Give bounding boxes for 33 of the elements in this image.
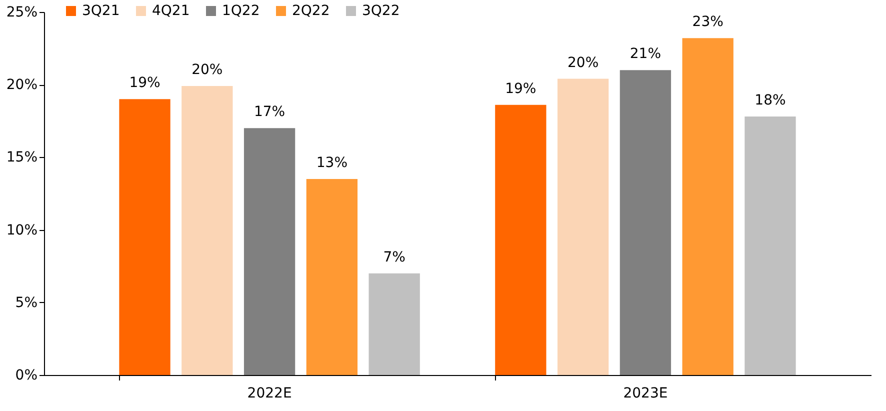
legend-label: 4Q21	[152, 3, 190, 19]
data-label: 17%	[254, 104, 286, 120]
data-label: 19%	[505, 80, 536, 97]
bar	[495, 104, 546, 375]
data-label: 13%	[316, 154, 348, 171]
bar	[682, 38, 734, 375]
legend-label: 3Q22	[362, 3, 400, 19]
data-label: 21%	[630, 46, 662, 62]
bar	[557, 78, 609, 375]
bar	[744, 116, 796, 375]
data-label: 18%	[754, 92, 786, 109]
bar	[119, 99, 170, 375]
bar	[620, 70, 672, 375]
y-tick-label: 5%	[15, 294, 38, 311]
data-label: 19%	[129, 75, 160, 92]
x-tick-label: 2022E	[247, 386, 292, 402]
data-label: 20%	[192, 62, 223, 78]
y-tick-label: 25%	[6, 4, 38, 20]
data-label: 20%	[568, 54, 599, 71]
bar	[244, 128, 296, 375]
bar	[368, 273, 420, 375]
legend-label: 3Q21	[82, 3, 120, 19]
legend-label: 1Q22	[222, 3, 260, 19]
data-label: 7%	[383, 249, 406, 266]
bar	[306, 178, 358, 375]
y-tick-label: 10%	[6, 222, 38, 238]
x-tick-label: 2023E	[623, 386, 668, 402]
y-tick-label: 15%	[6, 150, 38, 166]
data-label: 23%	[692, 14, 724, 30]
bar	[182, 86, 233, 375]
legend-label: 2Q22	[292, 3, 330, 19]
y-tick-label: 0%	[15, 368, 38, 384]
y-tick-label: 20%	[6, 77, 38, 94]
